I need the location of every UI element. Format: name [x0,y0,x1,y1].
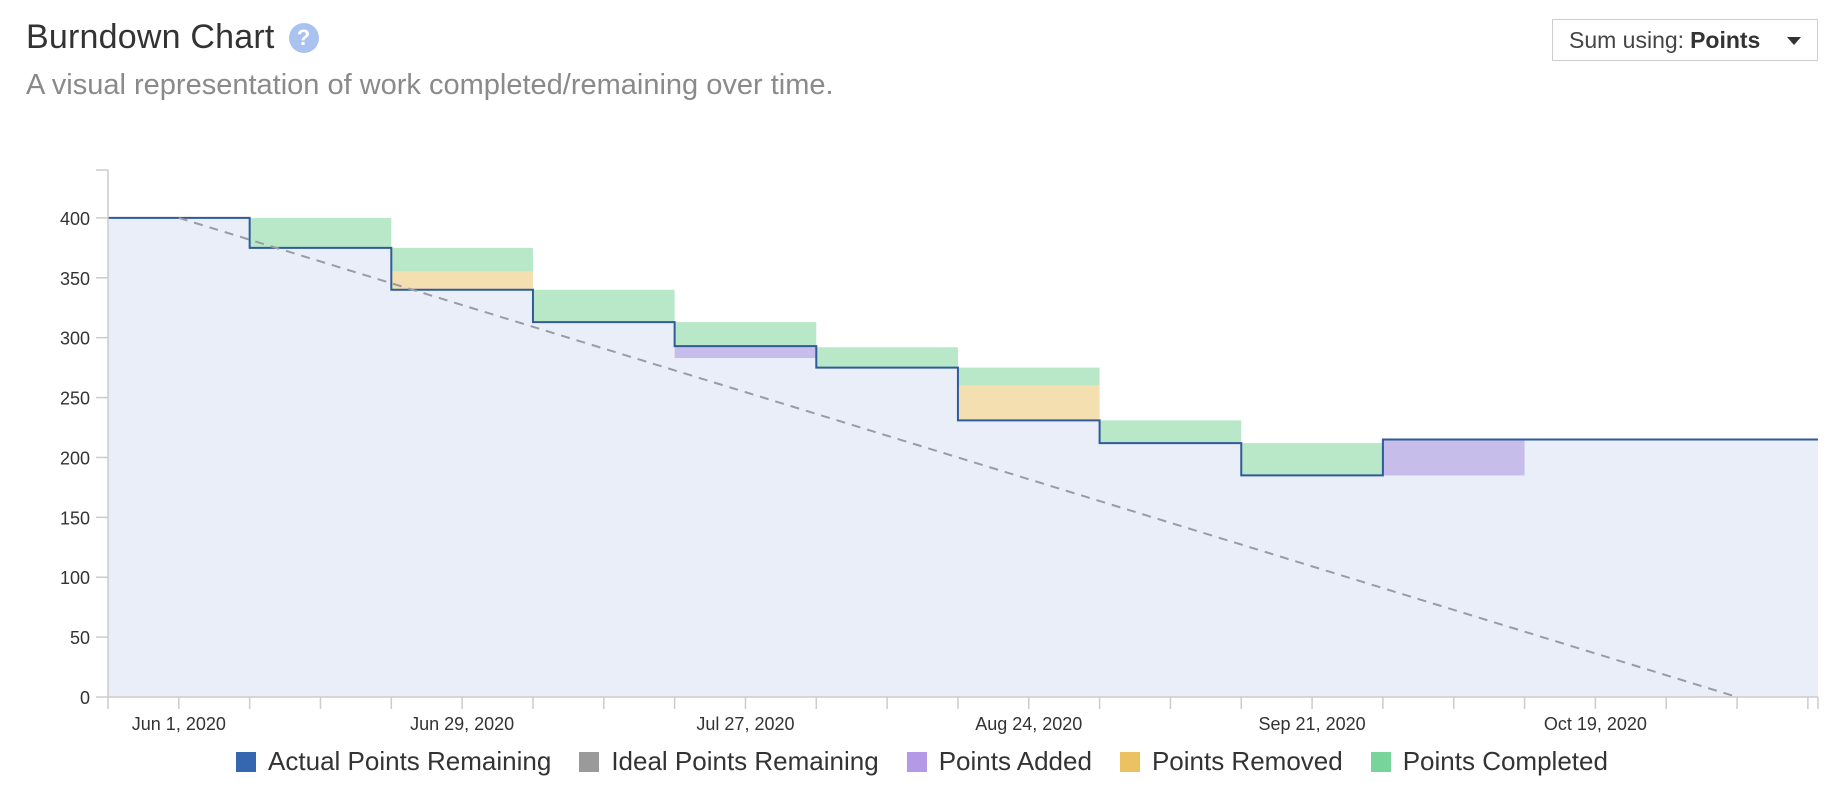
y-tick-label-0: 0 [80,688,90,708]
legend-label-removed: Points Removed [1151,746,1343,776]
remaining-area [108,217,1818,697]
completed-bar-2 [532,289,675,323]
x-tick-label-0: Jun 1, 2020 [132,714,226,734]
sum-using-label: Sum using: [1569,26,1685,53]
y-tick-label-100: 100 [60,568,90,588]
completed-bar-7 [1241,443,1383,476]
removed-bar-0 [391,271,533,290]
legend-swatch-removed [1119,751,1140,772]
legend-item-completed[interactable]: Points Completed [1370,746,1608,777]
y-tick-label-250: 250 [60,389,90,409]
added-bar-1 [1382,439,1525,476]
y-tick-label-50: 50 [70,628,90,648]
legend-item-added[interactable]: Points Added [906,746,1092,777]
legend-swatch-completed [1370,751,1391,772]
actual-points-line [108,216,1818,477]
chart-header: Burndown Chart ? A visual representation… [26,18,834,102]
y-tick-label-350: 350 [60,269,90,289]
legend-label-added: Points Added [938,746,1092,776]
completed-bar-1 [391,247,533,272]
x-tick-label-1: Jun 29, 2020 [410,714,514,734]
completed-bar-0 [249,217,392,248]
removed-bar-1 [957,385,1100,421]
added-bar-0 [674,346,817,359]
x-tick-label-5: Oct 19, 2020 [1544,714,1647,734]
completed-bar-4 [816,347,958,368]
y-tick-label-300: 300 [60,329,90,349]
legend-label-completed: Points Completed [1402,746,1608,776]
completed-bar-3 [674,322,817,347]
page-subtitle: A visual representation of work complete… [26,69,834,101]
sum-using-value: Points [1690,26,1761,53]
y-tick-label-200: 200 [60,448,90,468]
legend-swatch-added [906,751,927,772]
page-title: Burndown Chart [26,18,275,56]
caret-down-icon [1787,37,1801,45]
legend-label-ideal: Ideal Points Remaining [611,746,879,776]
legend-swatch-actual [236,751,257,772]
chart-legend: Actual Points Remaining Ideal Points Rem… [0,746,1844,777]
burndown-chart: 0 50 100 150 200 250 300 350 400 Jun 1, 2020 Jun 2… [60,169,1819,734]
legend-item-actual[interactable]: Actual Points Remaining [236,746,551,777]
legend-label-actual: Actual Points Remaining [268,746,552,776]
x-tick-label-4: Sep 21, 2020 [1259,714,1366,734]
question-circle-icon[interactable]: ? [288,22,319,53]
legend-item-removed[interactable]: Points Removed [1119,746,1343,777]
legend-swatch-ideal [579,751,600,772]
legend-item-ideal[interactable]: Ideal Points Remaining [579,746,879,777]
y-tick-label-400: 400 [60,209,90,229]
completed-bar-6 [1099,420,1242,444]
completed-bar-5 [957,367,1100,386]
sum-using-select[interactable]: Sum using: Points [1552,19,1818,61]
y-tick-label-150: 150 [60,508,90,528]
x-tick-label-3: Aug 24, 2020 [975,714,1082,734]
x-tick-label-2: Jul 27, 2020 [696,714,794,734]
